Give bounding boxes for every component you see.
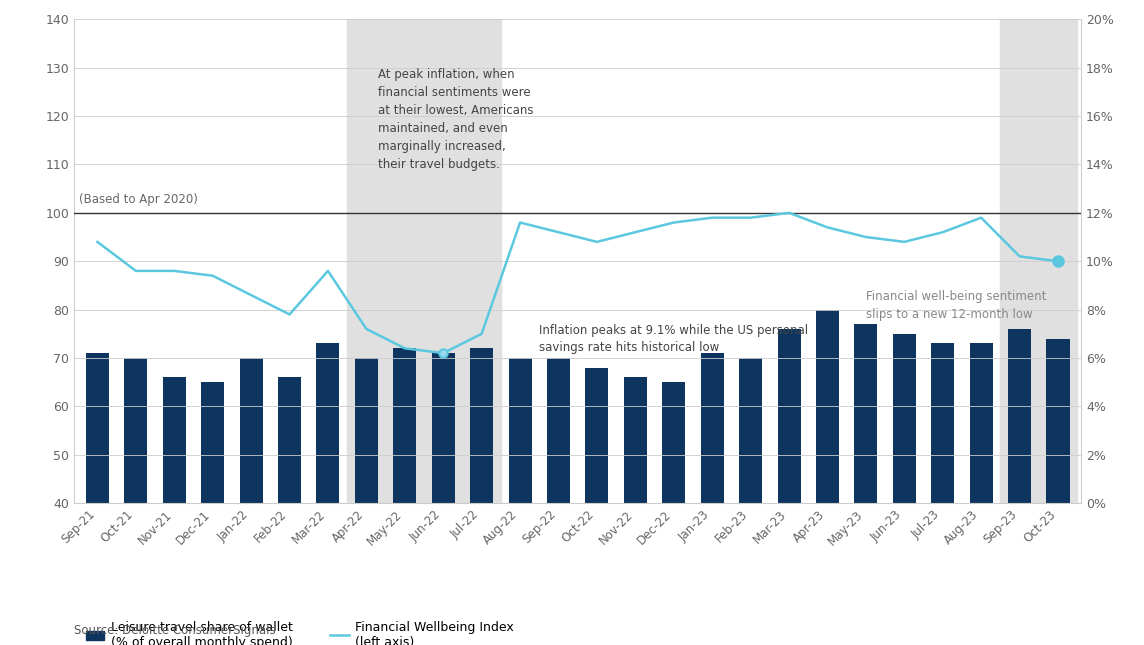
Text: Financial well-being sentiment
slips to a new 12-month low: Financial well-being sentiment slips to …	[866, 290, 1047, 321]
Bar	[162, 377, 185, 503]
Bar	[509, 358, 532, 503]
Text: (Based to Apr 2020): (Based to Apr 2020)	[79, 193, 198, 206]
Text: At peak inflation, when
financial sentiments were
at their lowest, Americans
mai: At peak inflation, when financial sentim…	[378, 68, 533, 171]
Bar	[125, 358, 148, 503]
Bar	[892, 334, 916, 503]
Bar	[1047, 339, 1070, 503]
Bar	[431, 353, 455, 503]
Text: Inflation peaks at 9.1% while the US personal
savings rate hits historical low: Inflation peaks at 9.1% while the US per…	[539, 324, 809, 354]
Bar	[739, 358, 762, 503]
Bar	[855, 324, 877, 503]
Bar	[547, 358, 570, 503]
Bar	[1000, 19, 1078, 503]
Bar	[86, 353, 109, 503]
Bar	[662, 382, 685, 503]
Bar	[778, 329, 801, 503]
Bar	[278, 377, 301, 503]
Bar	[623, 377, 646, 503]
Bar	[239, 358, 263, 503]
Bar	[931, 343, 954, 503]
Bar	[816, 310, 839, 503]
Bar	[355, 358, 378, 503]
Bar	[201, 382, 224, 503]
Text: Source: Deloitte ConsumerSignals: Source: Deloitte ConsumerSignals	[74, 624, 276, 637]
Bar	[317, 343, 340, 503]
Bar	[394, 348, 416, 503]
Bar	[586, 368, 609, 503]
Bar	[470, 348, 493, 503]
Bar	[700, 353, 724, 503]
Bar	[1008, 329, 1031, 503]
Bar	[347, 19, 501, 503]
Bar	[970, 343, 993, 503]
Legend: Leisure travel share of wallet
(% of overall monthly spend), Financial Wellbeing: Leisure travel share of wallet (% of ove…	[80, 616, 518, 645]
